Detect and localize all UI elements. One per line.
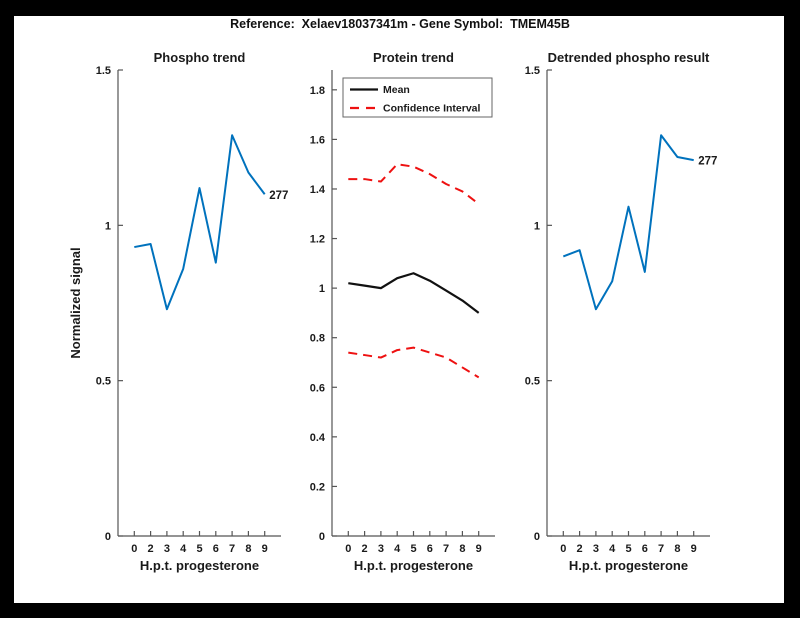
x-tick-label: 3 xyxy=(164,543,170,555)
series-line-mean xyxy=(348,272,480,314)
x-tick-label: 4 xyxy=(180,543,187,555)
x-tick-label: 7 xyxy=(229,543,235,555)
y-tick-label: 0.2 xyxy=(310,481,325,493)
x-tick-label: 9 xyxy=(691,543,697,555)
x-tick-label: 2 xyxy=(577,543,583,555)
y-tick-label: 1.2 xyxy=(310,234,325,246)
legend-label: Mean xyxy=(383,84,410,96)
y-tick-label: 0.4 xyxy=(310,432,326,444)
x-tick-label: 5 xyxy=(410,543,416,555)
y-tick-label: 0.8 xyxy=(310,333,325,345)
series-line-phospho xyxy=(134,134,266,311)
x-tick-label: 8 xyxy=(459,543,465,555)
y-tick-label: 1.4 xyxy=(310,184,326,196)
x-tick-label: 3 xyxy=(593,543,599,555)
y-tick-label: 1 xyxy=(105,220,111,232)
x-axis-label: H.p.t. progesterone xyxy=(140,558,259,573)
x-tick-label: 2 xyxy=(148,543,154,555)
y-tick-label: 1.5 xyxy=(525,65,540,77)
x-tick-label: 5 xyxy=(625,543,631,555)
subplot-title: Detrended phospho result xyxy=(548,50,710,65)
x-axis-label: H.p.t. progesterone xyxy=(569,558,688,573)
x-tick-label: 4 xyxy=(609,543,616,555)
subplot-protein-trend: 0 2 3 4 5 6 7 8 900.20.40.60.811.21.41.61.8Prote… xyxy=(310,50,495,573)
y-tick-label: 1.6 xyxy=(310,134,325,146)
legend-label: Confidence Interval xyxy=(383,103,481,115)
x-axis-label: H.p.t. progesterone xyxy=(354,558,473,573)
y-tick-label: 0.5 xyxy=(525,376,540,388)
series-line-ci-upper xyxy=(348,163,480,205)
x-tick-label: 8 xyxy=(245,543,251,555)
series-line-detrended xyxy=(562,134,694,311)
x-tick-label: 0 xyxy=(131,543,137,555)
x-tick-label: 9 xyxy=(262,543,268,555)
x-tick-label: 7 xyxy=(658,543,664,555)
x-tick-label: 2 xyxy=(362,543,368,555)
y-tick-label: 0 xyxy=(534,531,540,543)
subplot-title: Protein trend xyxy=(373,50,454,65)
y-tick-label: 1.8 xyxy=(310,85,325,97)
legend: Mean Confidence Interval xyxy=(342,77,493,118)
x-tick-label: 3 xyxy=(378,543,384,555)
point-label: 277 xyxy=(269,190,288,202)
y-tick-label: 0.6 xyxy=(310,382,325,394)
x-tick-label: 9 xyxy=(476,543,482,555)
point-label: 277 xyxy=(698,156,717,168)
y-tick-label: 1.5 xyxy=(96,65,111,77)
y-axis-label: Normalized signal xyxy=(68,247,83,358)
x-tick-label: 6 xyxy=(642,543,648,555)
y-tick-label: 0.5 xyxy=(96,376,111,388)
x-tick-label: 5 xyxy=(196,543,202,555)
y-tick-label: 0 xyxy=(319,531,325,543)
x-tick-label: 7 xyxy=(443,543,449,555)
legend-box xyxy=(342,77,493,118)
series-line-ci-lower xyxy=(348,346,480,379)
x-tick-label: 4 xyxy=(394,543,401,555)
figure-title: Reference: Xelaev18037341m - Gene Symbol… xyxy=(230,17,570,31)
subplot-title: Phospho trend xyxy=(154,50,246,65)
x-tick-label: 6 xyxy=(213,543,219,555)
x-tick-label: 0 xyxy=(345,543,351,555)
x-tick-label: 8 xyxy=(674,543,680,555)
x-tick-label: 0 xyxy=(560,543,566,555)
y-tick-label: 1 xyxy=(319,283,325,295)
y-tick-label: 1 xyxy=(534,220,540,232)
y-tick-label: 0 xyxy=(105,531,111,543)
x-tick-label: 6 xyxy=(427,543,433,555)
